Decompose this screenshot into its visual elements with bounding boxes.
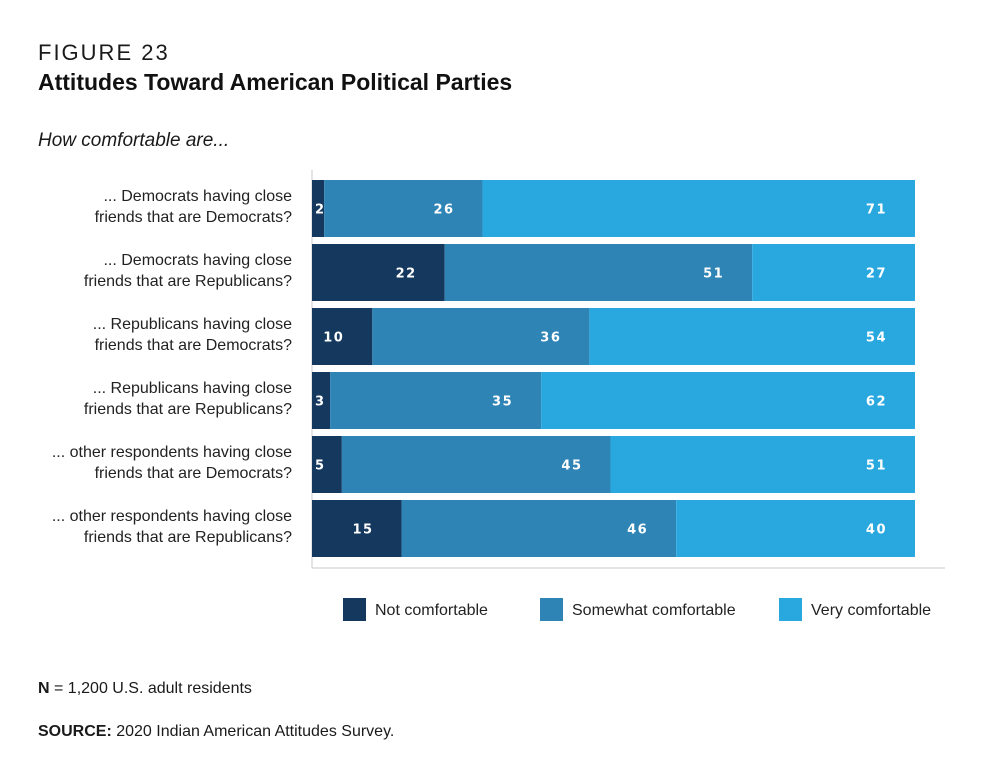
bar-segment bbox=[676, 500, 915, 557]
category-label: friends that are Republicans? bbox=[84, 273, 292, 290]
bar-segment bbox=[610, 436, 915, 493]
bar-value-label: 2 bbox=[315, 203, 326, 218]
figure-number: FIGURE 23 bbox=[38, 40, 170, 65]
category-label: friends that are Democrats? bbox=[95, 465, 293, 482]
category-label: friends that are Republicans? bbox=[84, 401, 292, 418]
bar-value-label: 45 bbox=[561, 459, 582, 474]
bar-value-label: 35 bbox=[492, 395, 513, 410]
bar-value-label: 26 bbox=[433, 203, 454, 218]
bar-segment bbox=[541, 372, 915, 429]
bar-segment bbox=[589, 308, 915, 365]
legend-swatch bbox=[779, 598, 802, 621]
bar-value-label: 46 bbox=[627, 523, 648, 538]
bar-segment bbox=[312, 308, 373, 365]
legend-swatch bbox=[343, 598, 366, 621]
source-text: 2020 Indian American Attitudes Survey. bbox=[111, 723, 395, 740]
legend-label: Not comfortable bbox=[375, 602, 488, 619]
category-label: ... Republicans having close bbox=[93, 316, 292, 333]
bar-value-label: 36 bbox=[540, 331, 561, 346]
legend-label: Very comfortable bbox=[811, 602, 931, 619]
bar-value-label: 40 bbox=[866, 523, 887, 538]
bar-segment bbox=[312, 500, 402, 557]
bar-value-label: 5 bbox=[315, 459, 326, 474]
bar-segment bbox=[482, 180, 915, 237]
source-note: SOURCE: 2020 Indian American Attitudes S… bbox=[38, 723, 394, 741]
category-label: ... other respondents having close bbox=[52, 508, 292, 525]
category-label: friends that are Democrats? bbox=[95, 209, 293, 226]
bar-value-label: 3 bbox=[315, 395, 326, 410]
bar-segment bbox=[372, 308, 590, 365]
bar-value-label: 51 bbox=[703, 267, 724, 282]
bar-value-label: 15 bbox=[352, 523, 373, 538]
bar-value-label: 54 bbox=[866, 331, 887, 346]
category-label: friends that are Republicans? bbox=[84, 529, 292, 546]
category-label: ... Republicans having close bbox=[93, 380, 292, 397]
bar-value-label: 51 bbox=[866, 459, 887, 474]
bar-segment bbox=[341, 436, 611, 493]
sample-size-label: N bbox=[38, 680, 50, 697]
bar-segment bbox=[312, 244, 445, 301]
bar-segment bbox=[330, 372, 542, 429]
source-label: SOURCE: bbox=[38, 723, 112, 740]
bar-value-label: 10 bbox=[323, 331, 344, 346]
chart-subtitle: How comfortable are... bbox=[38, 130, 230, 151]
bar-value-label: 27 bbox=[866, 267, 887, 282]
bar-value-label: 22 bbox=[396, 267, 417, 282]
legend-swatch bbox=[540, 598, 563, 621]
bar-segment bbox=[324, 180, 483, 237]
bar-segment bbox=[312, 180, 325, 237]
category-label: ... Democrats having close bbox=[103, 252, 292, 269]
category-label: ... other respondents having close bbox=[52, 444, 292, 461]
bar-segment bbox=[444, 244, 753, 301]
bar-segment bbox=[312, 436, 342, 493]
bar-value-label: 62 bbox=[866, 395, 887, 410]
sample-size-text: = 1,200 U.S. adult residents bbox=[49, 680, 252, 697]
bar-value-label: 71 bbox=[866, 203, 887, 218]
category-label: friends that are Democrats? bbox=[95, 337, 293, 354]
category-label: ... Democrats having close bbox=[103, 188, 292, 205]
bar-segment bbox=[401, 500, 677, 557]
sample-size-note: N = 1,200 U.S. adult residents bbox=[38, 680, 252, 698]
bar-segment bbox=[312, 372, 331, 429]
legend-label: Somewhat comfortable bbox=[572, 602, 736, 619]
bar-segment bbox=[752, 244, 915, 301]
figure-title: Attitudes Toward American Political Part… bbox=[38, 69, 513, 95]
